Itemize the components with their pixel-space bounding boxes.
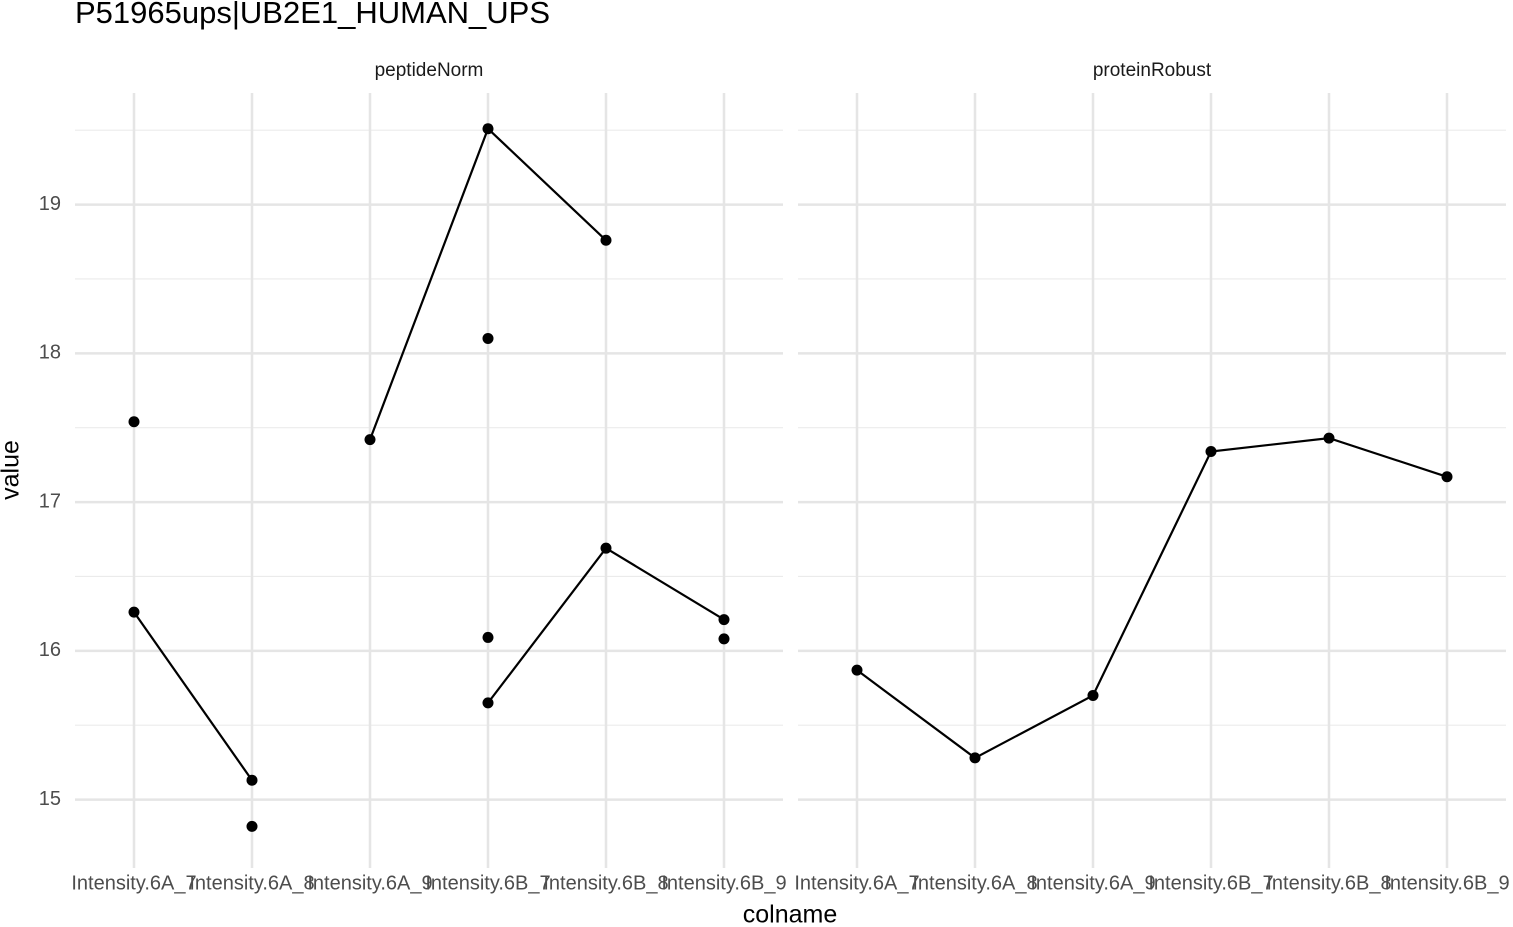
point [718, 614, 730, 626]
point [600, 542, 612, 554]
point [128, 416, 140, 428]
x-axis-title: colname [743, 901, 838, 927]
x-tick-label: Intensity.6A_8 [189, 872, 314, 894]
y-tick-label: 17 [39, 490, 61, 512]
chart-title: P51965ups|UB2E1_HUMAN_UPS [75, 0, 550, 30]
y-tick-label: 15 [39, 788, 61, 810]
point [600, 234, 612, 246]
x-tick-label: Intensity.6A_7 [71, 872, 196, 894]
x-tick-label: Intensity.6B_8 [543, 872, 668, 894]
y-axis-title: value [0, 440, 25, 500]
point [246, 774, 258, 786]
strip-label: peptideNorm [375, 60, 484, 81]
strip-label: proteinRobust [1093, 60, 1212, 81]
y-tick-label: 18 [39, 342, 61, 364]
point [128, 606, 140, 618]
x-tick-label: Intensity.6B_7 [1148, 872, 1273, 894]
x-tick-label: Intensity.6B_8 [1266, 872, 1391, 894]
x-tick-label: Intensity.6A_8 [912, 872, 1037, 894]
point [482, 123, 494, 135]
x-tick-label: Intensity.6A_7 [794, 872, 919, 894]
point [1441, 471, 1453, 483]
point [1205, 445, 1217, 457]
point [851, 664, 863, 676]
point [364, 434, 376, 446]
x-tick-label: Intensity.6B_9 [661, 872, 786, 894]
point [1323, 432, 1335, 444]
x-tick-label: Intensity.6B_7 [425, 872, 550, 894]
point [246, 820, 258, 832]
y-tick-label: 16 [39, 639, 61, 661]
x-tick-label: Intensity.6A_9 [307, 872, 432, 894]
point [718, 633, 730, 645]
x-tick-label: Intensity.6B_9 [1384, 872, 1509, 894]
line [133, 611, 253, 781]
point [1087, 689, 1099, 701]
point [969, 752, 981, 764]
y-tick-label: 19 [39, 193, 61, 215]
x-tick-label: Intensity.6A_9 [1030, 872, 1155, 894]
line [856, 436, 1448, 760]
point [482, 697, 494, 709]
point [482, 631, 494, 643]
point [482, 332, 494, 344]
